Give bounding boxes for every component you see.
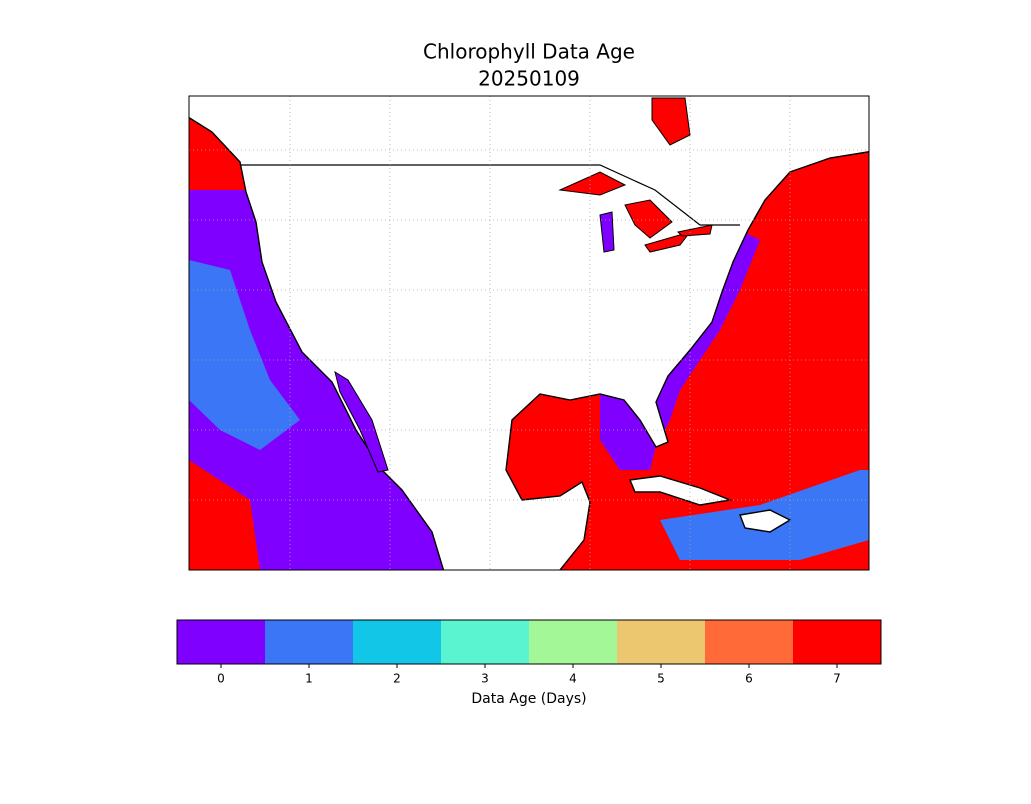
tick-label: 6 (745, 672, 753, 686)
tick-label: 2 (393, 672, 401, 686)
atlantic-recent (650, 230, 760, 440)
border (240, 164, 740, 226)
lake-huron (624, 199, 673, 239)
hispaniola (739, 509, 792, 533)
title: Chlorophyll Data Age (423, 40, 635, 64)
colorbar-segment (177, 620, 265, 664)
tick-label: 5 (657, 672, 665, 686)
map-grid (189, 96, 869, 570)
tick-label: 4 (569, 672, 577, 686)
cuba (629, 475, 733, 506)
colorbar-segment (265, 620, 353, 664)
lake-erie (644, 231, 692, 253)
north-america (189, 96, 869, 570)
tick-label: 3 (481, 672, 489, 686)
colorbar-segment (793, 620, 881, 664)
lake-michigan (599, 211, 615, 253)
colorbar-segment (441, 620, 529, 664)
lake-superior (558, 171, 627, 196)
colorbar-label: Data Age (Days) (471, 691, 586, 707)
tick-label: 0 (217, 672, 225, 686)
colorbar-segment (617, 620, 705, 664)
colorbar-segment (529, 620, 617, 664)
map-frame (188, 95, 870, 571)
subtitle: 20250109 (478, 67, 580, 91)
tick-label: 1 (305, 672, 313, 686)
colorbar-frame (176, 619, 882, 665)
hudson-bay (651, 97, 691, 146)
gulf-of-california (334, 370, 389, 473)
map (188, 95, 870, 571)
colorbar: 0 1 2 3 4 5 6 7 (176, 619, 882, 686)
pacific-day1 (189, 260, 300, 450)
colorbar-segment (705, 620, 793, 664)
lake-ontario (676, 224, 713, 237)
tick-label: 7 (833, 672, 841, 686)
colorbar-segment (353, 620, 441, 664)
